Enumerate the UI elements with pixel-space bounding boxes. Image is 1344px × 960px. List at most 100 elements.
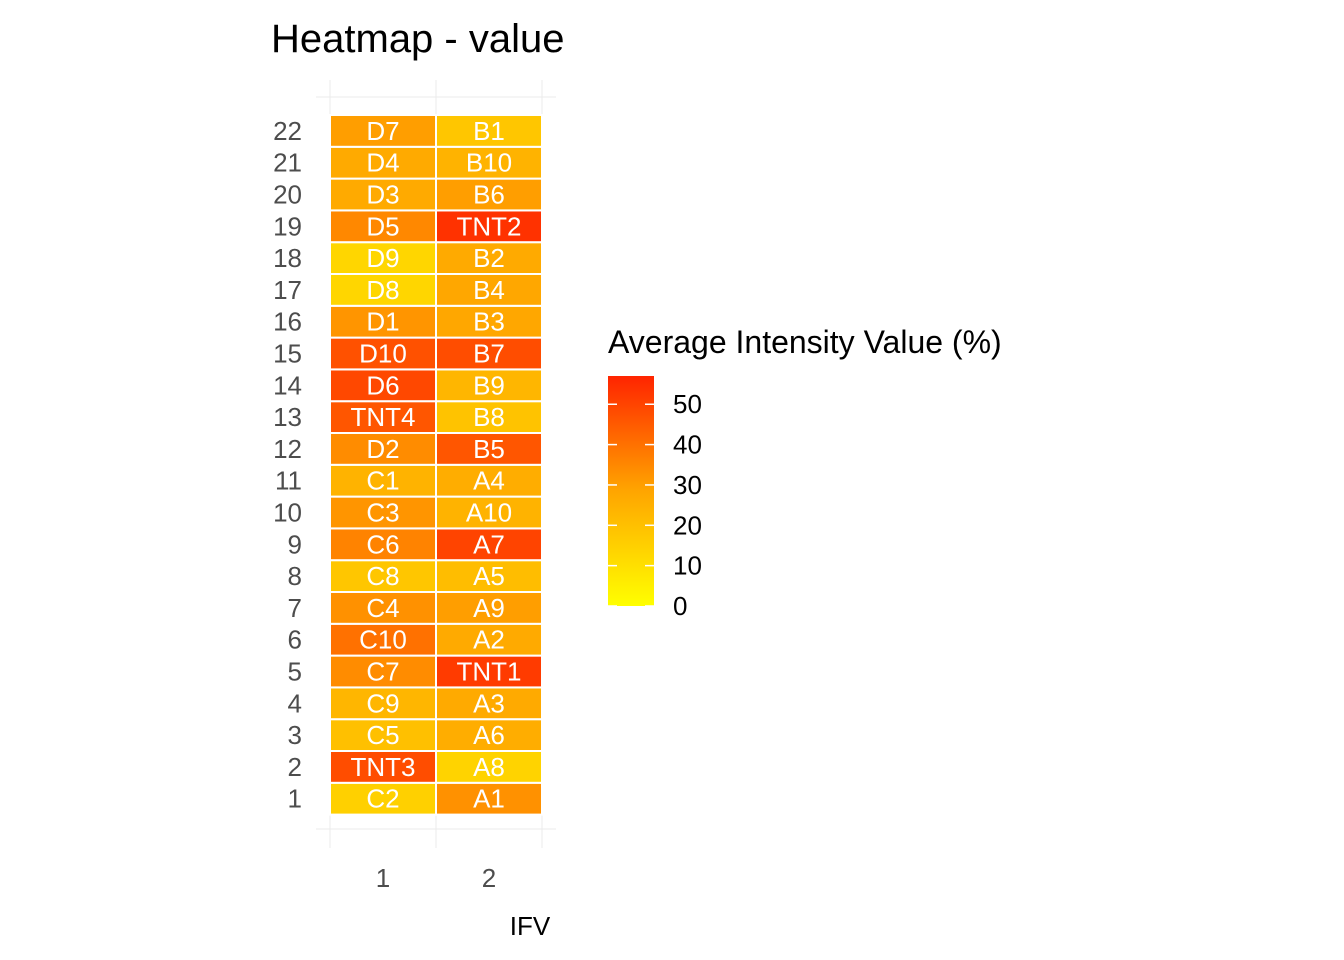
heatmap-cell-label: A5: [473, 561, 505, 591]
y-tick-label: 16: [273, 307, 302, 337]
heatmap-cell-label: A4: [473, 466, 505, 496]
y-tick-label: 21: [273, 148, 302, 178]
y-tick-label: 18: [273, 243, 302, 273]
y-tick-label: 7: [288, 593, 302, 623]
colorbar-ticks: 0 10 20 30 40 50: [608, 389, 702, 621]
heatmap-cell-label: B3: [473, 307, 505, 337]
heatmap-cell-label: D4: [366, 148, 399, 178]
y-tick-label: 19: [273, 211, 302, 241]
heatmap-cell-label: D5: [366, 211, 399, 241]
y-tick-label: 14: [273, 370, 302, 400]
heatmap-cell: [435, 114, 543, 148]
heatmap-cell: [435, 591, 543, 625]
colorbar-title: Average Intensity Value (%): [608, 324, 1002, 360]
heatmap-cell: [435, 432, 543, 466]
y-tick-label: 13: [273, 402, 302, 432]
heatmap-cell: [329, 304, 437, 339]
y-tick-label: 12: [273, 434, 302, 464]
heatmap-cell-label: C10: [359, 625, 407, 655]
heatmap-cell-labels: C2TNT3C5C9C7C10C4C8C6C3C1D2TNT4D6D10D1D8…: [351, 116, 522, 814]
heatmap-cell: [329, 336, 437, 371]
heatmap-cell-label: B4: [473, 275, 505, 305]
y-tick-label: 6: [288, 625, 302, 655]
heatmap-cell-label: C1: [366, 466, 399, 496]
heatmap-cell-label: C9: [366, 688, 399, 718]
heatmap-cell-label: D1: [366, 307, 399, 337]
heatmap-cell-label: D8: [366, 275, 399, 305]
heatmap-cell-label: D6: [366, 370, 399, 400]
heatmap-cell-label: B6: [473, 180, 505, 210]
heatmap-cell-label: D2: [366, 434, 399, 464]
heatmap-cell: [329, 114, 437, 148]
y-tick-label: 17: [273, 275, 302, 305]
heatmap-cell: [329, 209, 437, 244]
heatmap-cell: [435, 336, 543, 371]
heatmap-cell-label: C4: [366, 593, 399, 623]
y-tick-label: 20: [273, 180, 302, 210]
heatmap-cell-label: D10: [359, 339, 407, 369]
y-tick-label: 5: [288, 657, 302, 687]
heatmap-cells: [329, 114, 543, 816]
heatmap-cell-label: A10: [466, 498, 512, 528]
heatmap-cell-label: B1: [473, 116, 505, 146]
heatmap-cell-label: C2: [366, 784, 399, 814]
y-tick-label: 10: [273, 498, 302, 528]
chart-title: Heatmap - value: [271, 17, 564, 61]
heatmap-cell: [435, 654, 543, 689]
heatmap-cell-label: B7: [473, 339, 505, 369]
heatmap-cell-label: B5: [473, 434, 505, 464]
heatmap-cell-label: B10: [466, 148, 512, 178]
y-tick-label: 9: [288, 529, 302, 559]
x-tick-label: 2: [482, 863, 496, 893]
y-tick-label: 11: [275, 466, 302, 496]
heatmap-cell: [329, 241, 437, 275]
y-tick-label: 22: [273, 116, 302, 146]
heatmap-cell: [435, 527, 543, 562]
y-tick-label: 2: [288, 752, 302, 782]
heatmap-cell-label: C3: [366, 498, 399, 528]
colorbar-tick-label: 10: [673, 551, 702, 581]
colorbar-legend: Average Intensity Value (%) 0 10 20 30 40 50: [608, 324, 1002, 621]
colorbar-tick-label: 50: [673, 389, 702, 419]
y-tick-label: 8: [288, 561, 302, 591]
heatmap-cell-label: C6: [366, 529, 399, 559]
y-tick-label: 4: [288, 688, 302, 718]
heatmap-cell: [435, 400, 543, 435]
heatmap-cell: [435, 273, 543, 307]
y-tick-label: 1: [288, 784, 302, 814]
x-axis-label: IFV: [510, 911, 551, 941]
heatmap-cell-label: D3: [366, 180, 399, 210]
heatmap-cell: [435, 718, 543, 753]
colorbar-tick-label: 30: [673, 470, 702, 500]
heatmap-cell-label: A1: [473, 784, 505, 814]
heatmap-cell: [435, 368, 543, 403]
heatmap-cell-label: B8: [473, 402, 505, 432]
heatmap-cell-label: A7: [473, 529, 505, 559]
x-tick-label: 1: [376, 863, 390, 893]
heatmap-cell-label: A2: [473, 625, 505, 655]
heatmap-cell-label: D7: [366, 116, 399, 146]
heatmap-cell-label: A8: [473, 752, 505, 782]
colorbar-tick-label: 0: [673, 591, 687, 621]
colorbar-gradient: [608, 376, 654, 606]
heatmap-cell-label: D9: [366, 243, 399, 273]
heatmap-cell-label: TNT1: [457, 657, 522, 687]
heatmap-cell: [435, 463, 543, 498]
y-tick-label: 3: [288, 720, 302, 750]
heatmap-cell-label: A6: [473, 720, 505, 750]
heatmap-cell-label: A9: [473, 593, 505, 623]
heatmap-cell-label: C7: [366, 657, 399, 687]
heatmap-cell-label: TNT2: [457, 211, 522, 241]
heatmap-cell-label: B9: [473, 370, 505, 400]
colorbar-tick-label: 40: [673, 430, 702, 460]
heatmap-cell-label: TNT4: [351, 402, 416, 432]
heatmap-cell-label: C5: [366, 720, 399, 750]
heatmap-cell-label: TNT3: [351, 752, 416, 782]
y-tick-label: 15: [273, 339, 302, 369]
colorbar-tick-label: 20: [673, 510, 702, 540]
heatmap-cell: [329, 400, 437, 435]
heatmap-cell-label: A3: [473, 688, 505, 718]
